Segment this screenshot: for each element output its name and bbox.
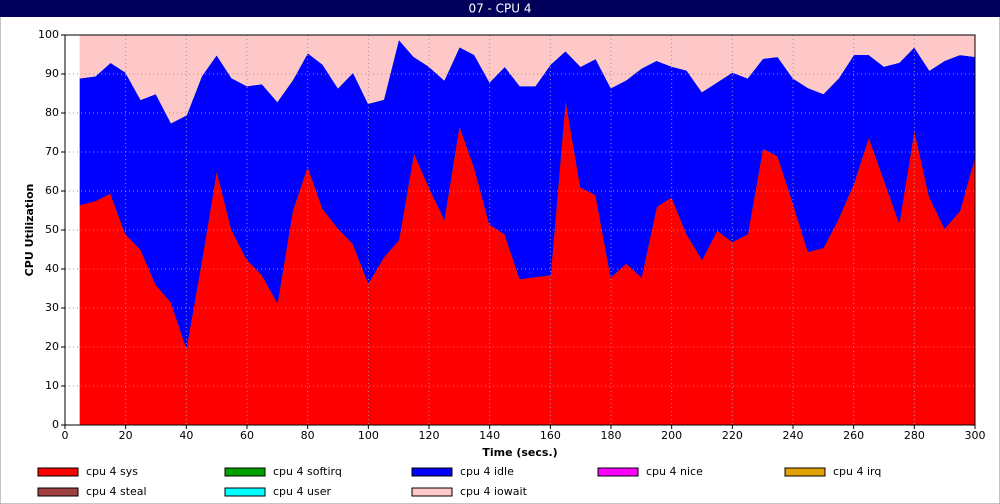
y-axis-label: CPU Utilization	[23, 184, 36, 277]
legend-swatch	[597, 467, 639, 477]
legend-swatch	[411, 467, 453, 477]
x-tick-label: 40	[179, 429, 193, 442]
x-tick-label: 180	[601, 429, 622, 442]
legend-swatch	[411, 487, 453, 497]
y-tick-label: 90	[45, 67, 59, 80]
legend-swatch	[37, 467, 79, 477]
plot-border	[64, 34, 976, 426]
x-tick-label: 300	[965, 429, 986, 442]
x-tick-label: 80	[301, 429, 315, 442]
x-tick-label: 280	[904, 429, 925, 442]
legend-swatch	[37, 487, 79, 497]
legend-label: cpu 4 iowait	[460, 485, 528, 498]
x-axis-label: Time (secs.)	[482, 446, 557, 459]
x-tick-label: 120	[419, 429, 440, 442]
y-tick-label: 100	[38, 28, 59, 41]
legend-label: cpu 4 steal	[86, 485, 147, 498]
y-tick-label: 10	[45, 379, 59, 392]
x-tick-label: 200	[661, 429, 682, 442]
x-tick-label: 240	[783, 429, 804, 442]
x-tick-label: 160	[540, 429, 561, 442]
title-bar	[0, 0, 1000, 17]
y-tick-label: 60	[45, 184, 59, 197]
y-tick-label: 20	[45, 340, 59, 353]
x-tick-label: 140	[479, 429, 500, 442]
legend-swatch	[224, 467, 266, 477]
x-tick-label: 60	[240, 429, 254, 442]
y-tick-label: 80	[45, 106, 59, 119]
x-tick-label: 20	[119, 429, 133, 442]
y-tick-label: 40	[45, 262, 59, 275]
legend-label: cpu 4 nice	[646, 465, 703, 478]
y-tick-label: 70	[45, 145, 59, 158]
legend-label: cpu 4 softirq	[273, 465, 342, 478]
legend-label: cpu 4 irq	[833, 465, 881, 478]
x-tick-label: 260	[843, 429, 864, 442]
legend-label: cpu 4 sys	[86, 465, 138, 478]
x-tick-label: 220	[722, 429, 743, 442]
legend-swatch	[224, 487, 266, 497]
chart-title: 07 - CPU 4	[468, 2, 531, 16]
legend-label: cpu 4 idle	[460, 465, 514, 478]
legend-label: cpu 4 user	[273, 485, 331, 498]
y-tick-label: 0	[52, 418, 59, 431]
x-tick-label: 0	[62, 429, 69, 442]
legend-swatch	[784, 467, 826, 477]
y-tick-label: 30	[45, 301, 59, 314]
y-tick-label: 50	[45, 223, 59, 236]
x-tick-label: 100	[358, 429, 379, 442]
